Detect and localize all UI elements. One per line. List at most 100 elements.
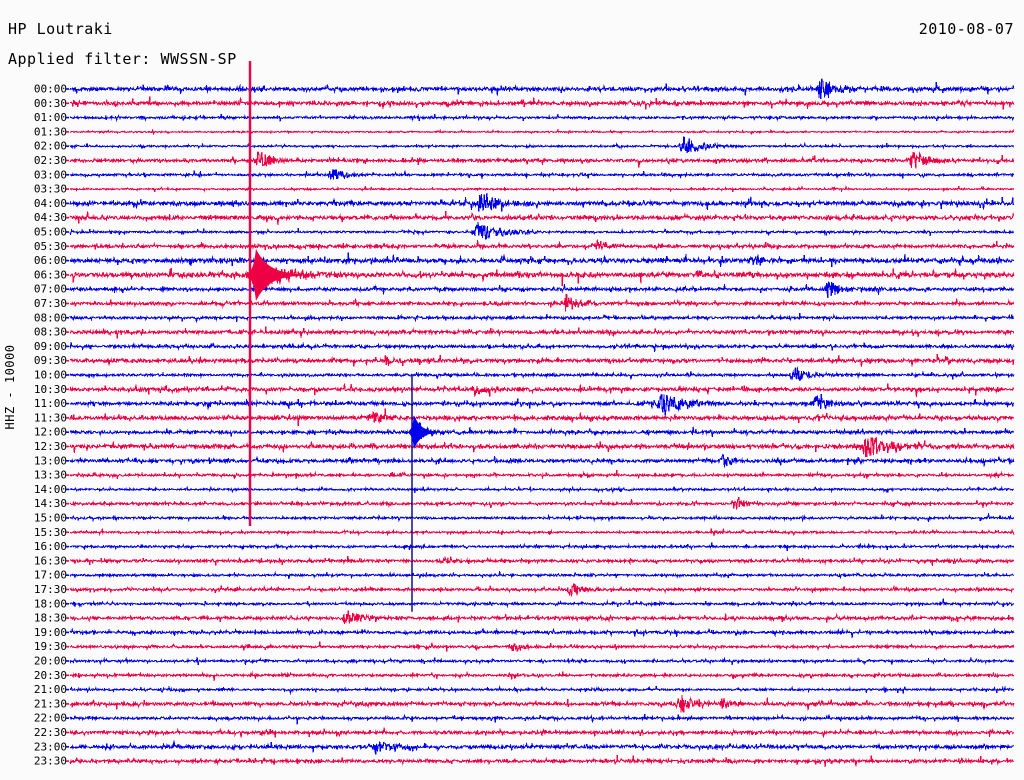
time-tick-label: 01:30	[34, 125, 67, 138]
trace-row	[69, 528, 1015, 537]
time-tick-label: 21:30	[34, 697, 67, 710]
applied-filter-label: Applied filter: WWSSN-SP	[8, 50, 237, 68]
time-tick-label: 12:30	[34, 440, 67, 453]
trace-row	[69, 583, 1015, 597]
trace-row	[69, 78, 1015, 100]
trace-row	[69, 383, 1015, 398]
trace-row	[69, 421, 1015, 445]
time-tick-label: 06:30	[34, 268, 67, 281]
time-tick-label: 05:00	[34, 226, 67, 239]
trace-row	[69, 193, 1015, 212]
trace-row	[69, 151, 1015, 169]
time-tick-label: 04:30	[34, 211, 67, 224]
trace-row	[69, 210, 1015, 225]
time-tick-label: 03:30	[34, 183, 67, 196]
trace-row	[69, 408, 1014, 426]
record-date: 2010-08-07	[918, 20, 1014, 38]
trace-row	[69, 184, 1015, 193]
teleseism-envelope	[247, 248, 316, 301]
time-tick-label: 08:00	[34, 311, 67, 324]
trace-row	[69, 453, 1015, 468]
time-tick-label: 05:30	[34, 240, 67, 253]
time-tick-label: 15:00	[34, 512, 67, 525]
trace-row	[69, 135, 1015, 154]
helicorder-plot: 00:00 00:30 01:00 01:30 02:00 02:30 03:00 03:30…	[0, 55, 1024, 780]
time-tick-label: 13:30	[34, 469, 67, 482]
time-tick-label: 03:00	[34, 168, 67, 181]
trace-row	[69, 326, 1015, 339]
trace-row	[69, 610, 1015, 624]
trace-row	[69, 256, 1015, 294]
trace-row	[69, 239, 1015, 251]
time-tick-label: 23:00	[34, 740, 67, 753]
time-tick-label: 20:30	[34, 669, 67, 682]
time-tick-label: 00:30	[34, 97, 67, 110]
time-tick-label: 21:00	[34, 683, 67, 696]
trace-row	[69, 366, 1015, 382]
time-tick-label: 12:00	[34, 426, 67, 439]
trace-row	[69, 393, 1015, 416]
trace-row	[69, 627, 1015, 638]
time-tick-label: 11:00	[34, 397, 67, 410]
time-tick-label: 02:00	[34, 140, 67, 153]
trace-row	[69, 497, 1014, 510]
time-tick-label: 01:00	[34, 111, 67, 124]
station-title: HP Loutraki	[8, 20, 113, 38]
time-tick-label: 02:30	[34, 154, 67, 167]
trace-row	[69, 740, 1015, 755]
time-tick-label: 19:30	[34, 640, 67, 653]
time-tick-label: 00:00	[34, 83, 67, 96]
time-tick-label: 15:30	[34, 526, 67, 539]
trace-row	[69, 542, 1015, 551]
time-tick-label: 04:00	[34, 197, 67, 210]
trace-row	[69, 755, 1015, 767]
time-tick-label: 19:00	[34, 626, 67, 639]
time-tick-label: 09:30	[34, 354, 67, 367]
trace-row	[69, 293, 1015, 312]
time-tick-label: 22:30	[34, 726, 67, 739]
trace-row	[69, 512, 1015, 523]
time-tick-label: 13:00	[34, 454, 67, 467]
trace-row	[69, 281, 1015, 298]
time-tick-label: 17:30	[34, 583, 67, 596]
trace-row	[69, 656, 1015, 666]
trace-row	[69, 641, 1015, 653]
trace-row	[70, 113, 1015, 122]
trace-row	[69, 168, 1015, 180]
trace-row	[69, 713, 1015, 725]
time-tick-label: 11:30	[34, 411, 67, 424]
trace-row	[69, 694, 1015, 713]
trace-row	[69, 252, 1015, 268]
trace-row	[69, 598, 1015, 608]
trace-row	[69, 555, 1015, 566]
time-tick-label: 16:30	[34, 554, 67, 567]
trace-row	[69, 485, 1015, 494]
trace-row	[69, 436, 1015, 457]
time-tick-label: 14:00	[34, 483, 67, 496]
time-tick-label: 18:00	[34, 597, 67, 610]
trace-row	[69, 670, 1015, 681]
time-tick-label: 20:00	[34, 655, 67, 668]
calibration-burst-envelope	[409, 415, 442, 450]
trace-row	[69, 222, 1014, 241]
time-tick-label: 07:00	[34, 283, 67, 296]
time-tick-label: 09:00	[34, 340, 67, 353]
time-tick-label: 08:30	[34, 326, 67, 339]
trace-row	[69, 313, 1014, 323]
time-tick-label: 10:30	[34, 383, 67, 396]
time-tick-label: 18:30	[34, 612, 67, 625]
time-tick-label: 07:30	[34, 297, 67, 310]
time-tick-label: 16:00	[34, 540, 67, 553]
trace-row	[69, 727, 1015, 738]
time-tick-label: 14:30	[34, 497, 67, 510]
trace-row	[69, 685, 1014, 695]
trace-row	[70, 96, 1015, 110]
time-tick-label: 06:00	[34, 254, 67, 267]
trace-row	[69, 128, 1015, 136]
trace-row	[69, 470, 1015, 480]
time-tick-label: 23:30	[34, 755, 67, 768]
time-tick-label: 17:00	[34, 569, 67, 582]
trace-row	[69, 354, 1015, 367]
